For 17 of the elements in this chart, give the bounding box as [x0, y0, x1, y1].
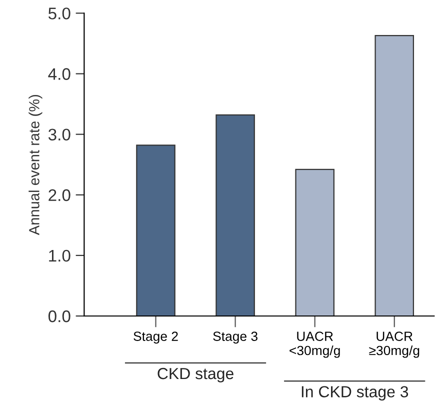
y-tick-label: 2.0: [48, 189, 70, 202]
bar: [136, 144, 176, 316]
y-tick-label: 5.0: [48, 8, 70, 20]
x-tick-label: UACR ≥30mg/g: [369, 332, 420, 358]
bar: [216, 114, 255, 316]
y-axis-title: Annual event rate (%): [28, 94, 42, 236]
y-tick-label: 1.0: [49, 250, 70, 262]
text: In CKD stage 3: [302, 386, 408, 401]
x-tick-label: Stage 3: [213, 332, 258, 344]
y-tick-label: 4.0: [48, 68, 70, 80]
y-tick-label: 0.0: [48, 310, 70, 322]
bar: [295, 168, 334, 316]
bar: [374, 35, 414, 316]
x-tick-label: Stage 2: [134, 332, 178, 344]
y-tick-label: 3.0: [48, 128, 70, 141]
x-tick-label: UACR <30mg/g: [290, 332, 340, 358]
text: CKD stage: [158, 368, 234, 382]
